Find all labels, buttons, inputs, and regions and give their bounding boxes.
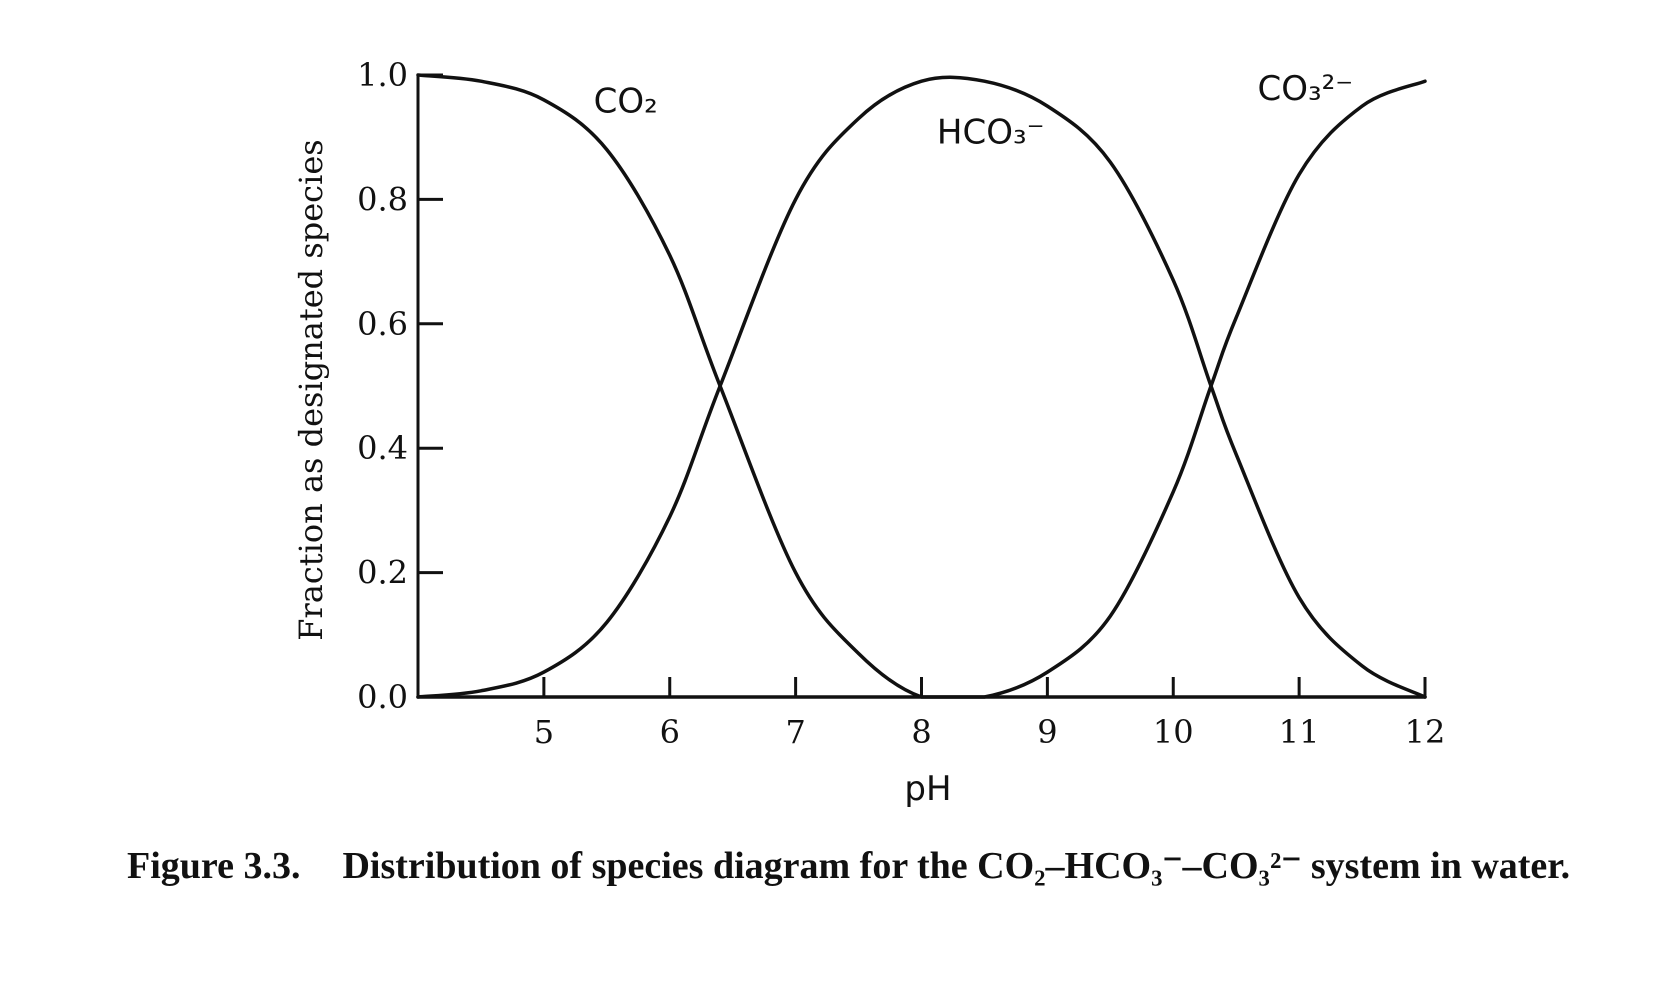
x-tick-label: 7 (785, 713, 805, 751)
figure-number: Figure 3.3. (127, 845, 301, 887)
x-tick-label: 8 (911, 713, 931, 751)
x-tick-label: 10 (1153, 713, 1194, 751)
y-axis-title: Fraction as designated species (292, 139, 330, 640)
series-label-1: HCO₃⁻ (937, 112, 1045, 152)
caption-text: Distribution of species diagram for the … (342, 845, 1571, 887)
x-tick-label: 12 (1405, 713, 1446, 751)
x-axis-ticks: 5 6 7 8 9 10 11 12 (534, 677, 1446, 751)
y-tick-label: 0.8 (357, 180, 408, 218)
y-tick-label: 0.0 (357, 678, 408, 716)
series-line-2 (416, 79, 1427, 699)
figure-caption: Figure 3.3. Distribution of species diagr… (127, 840, 1647, 892)
series-label-0: CO₂ (594, 81, 658, 121)
series-label-2: CO₃²⁻ (1258, 69, 1354, 109)
y-axis-ticks: 0.0 0.2 0.4 0.6 0.8 1.0 (357, 56, 443, 716)
x-tick-label: 11 (1279, 713, 1320, 751)
axes (416, 75, 1425, 699)
y-tick-label: 1.0 (357, 56, 408, 94)
curve-labels: CO₂ HCO₃⁻ CO₃²⁻ (594, 69, 1354, 153)
y-tick-label: 0.4 (357, 429, 408, 467)
series-line-0 (416, 73, 1427, 699)
series-line-1 (416, 75, 1427, 699)
y-tick-label: 0.6 (357, 305, 408, 343)
y-tick-label: 0.2 (357, 554, 408, 592)
x-tick-label: 6 (660, 713, 680, 751)
x-axis-title: pH (904, 769, 951, 809)
x-tick-label: 9 (1037, 713, 1057, 751)
x-tick-label: 5 (534, 713, 554, 751)
species-curves (416, 73, 1427, 699)
